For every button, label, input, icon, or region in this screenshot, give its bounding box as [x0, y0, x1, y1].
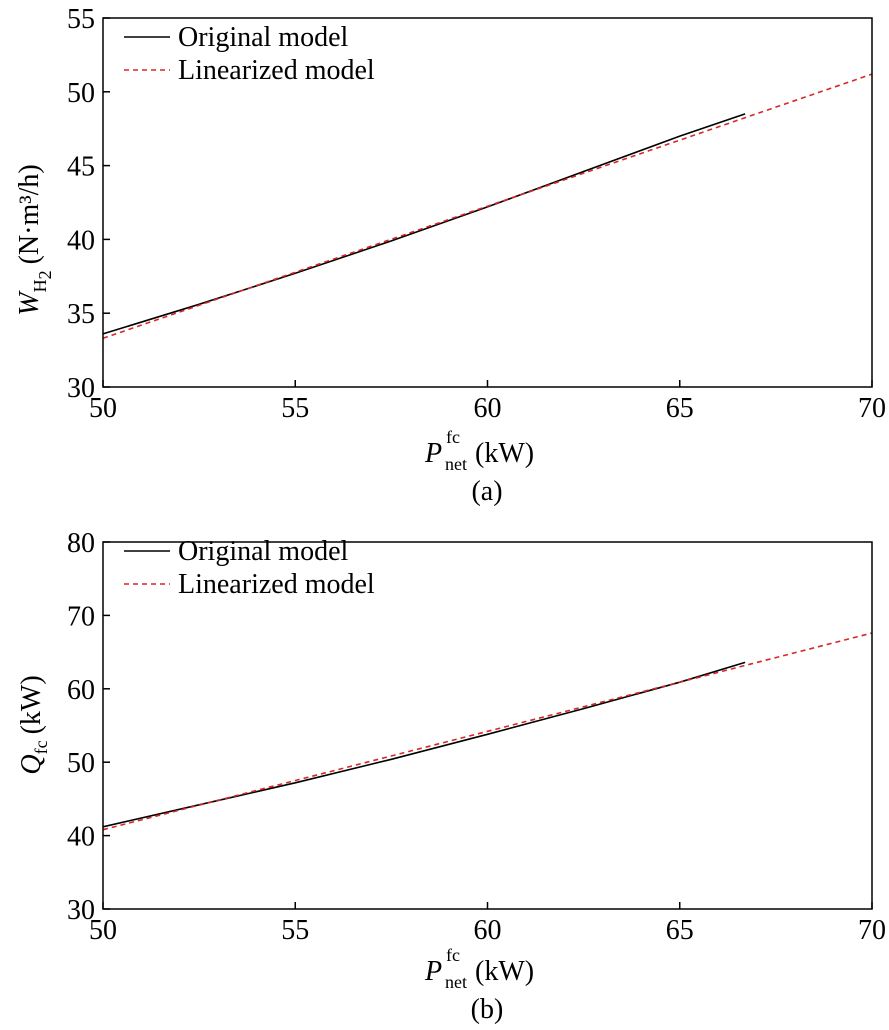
- x-tick-label: 70: [858, 915, 886, 946]
- series-line-original-model: [102, 661, 746, 828]
- x-axis-label: Pfc net (kW): [424, 945, 534, 992]
- y-tick-label: 60: [67, 675, 95, 706]
- y-tick-label: 80: [67, 528, 95, 559]
- y-axis-unit: (kW): [16, 675, 47, 734]
- x-tick-label: 65: [666, 915, 694, 946]
- chart-panel-a: 50 55 60 65 70 30 35 40 45 50 55 Original model Li…: [14, 4, 886, 507]
- legend-label-original: Original model: [178, 22, 349, 53]
- y-tick-label: 30: [67, 373, 95, 404]
- legend-label-linearized: Linearized model: [178, 569, 375, 600]
- panel-caption-a: (a): [471, 476, 502, 507]
- series-layer: [102, 632, 873, 831]
- ticks-layer: 50 55 60 65 70 30 35 40 45 50 55: [67, 4, 886, 424]
- x-tick-label: 65: [666, 393, 694, 424]
- y-tick-label: 55: [67, 4, 95, 35]
- x-axis-unit: (kW): [475, 956, 534, 987]
- x-axis-label: Pfc net (kW): [424, 427, 534, 474]
- legend: Original model Linearized model: [124, 536, 375, 600]
- x-tick-label: 60: [474, 915, 502, 946]
- y-axis-subscript: H: [30, 279, 50, 292]
- x-axis-unit: (kW): [475, 438, 534, 469]
- x-axis-subscript: net: [445, 972, 467, 992]
- y-axis-subscript: fc: [31, 740, 51, 754]
- ticks-layer: 50 55 60 65 70 30 40 50 60 70 80: [67, 528, 886, 946]
- x-axis-symbol: P: [424, 956, 442, 987]
- series-line-linearized-model: [102, 632, 873, 831]
- series-line-linearized-model: [102, 73, 873, 340]
- legend: Original model Linearized model: [124, 22, 375, 86]
- y-tick-label: 50: [67, 748, 95, 779]
- x-axis-superscript: fc: [446, 427, 460, 447]
- y-axis-unit: (N·m³/h): [14, 164, 45, 264]
- panel-caption-b: (b): [471, 994, 504, 1025]
- y-axis-symbol: Q: [16, 754, 47, 774]
- y-tick-label: 40: [67, 225, 95, 256]
- y-axis-subsubscript: 2: [35, 270, 55, 279]
- x-tick-label: 50: [89, 915, 117, 946]
- x-tick-label: 70: [858, 393, 886, 424]
- x-tick-label: 50: [89, 393, 117, 424]
- x-axis-subscript: net: [445, 454, 467, 474]
- y-axis-label: Qfc (kW): [16, 675, 51, 774]
- y-tick-label: 50: [67, 78, 95, 109]
- legend-label-linearized: Linearized model: [178, 55, 375, 86]
- y-axis-label: WH2 (N·m³/h): [14, 164, 55, 315]
- y-tick-label: 30: [67, 895, 95, 926]
- series-layer: [102, 73, 873, 340]
- legend-label-original: Original model: [178, 536, 349, 567]
- y-tick-label: 40: [67, 822, 95, 853]
- y-tick-label: 70: [67, 601, 95, 632]
- x-tick-label: 60: [474, 393, 502, 424]
- x-tick-label: 55: [281, 915, 309, 946]
- series-line-original-model: [102, 113, 746, 335]
- x-axis-symbol: P: [424, 438, 442, 469]
- y-axis-symbol: W: [14, 290, 45, 316]
- y-tick-label: 35: [67, 299, 95, 330]
- y-tick-label: 45: [67, 152, 95, 183]
- x-tick-label: 55: [281, 393, 309, 424]
- x-axis-superscript: fc: [446, 945, 460, 965]
- chart-panel-b: 50 55 60 65 70 30 40 50 60 70 80 Original model Li…: [16, 528, 886, 1025]
